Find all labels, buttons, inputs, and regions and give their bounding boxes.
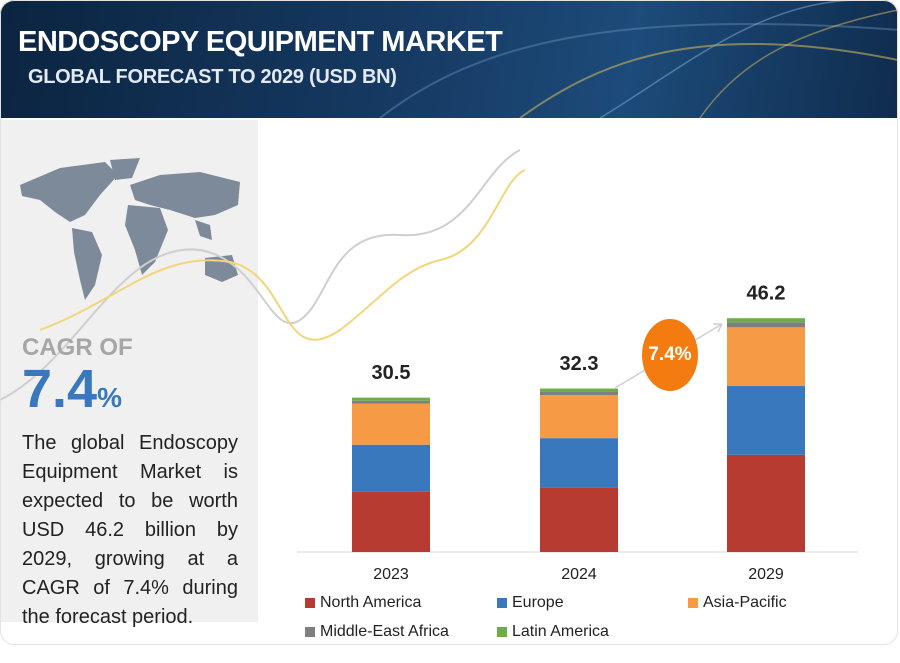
description: The global Endoscopy Equipment Market is… — [22, 432, 238, 628]
x-tick-label: 2023 — [373, 566, 409, 583]
legend-swatch — [688, 598, 698, 608]
bar-segment — [352, 403, 430, 445]
cagr-bubble-label: 7.4% — [648, 344, 691, 365]
legend-swatch — [305, 598, 315, 608]
world-map — [20, 158, 240, 300]
bar-segment — [352, 397, 430, 401]
legend-swatch — [305, 627, 315, 637]
x-tick-label: 2029 — [748, 566, 784, 583]
legend-swatch — [497, 598, 507, 608]
header: ENDOSCOPY EQUIPMENT MARKET GLOBAL FORECA… — [0, 0, 898, 118]
title: ENDOSCOPY EQUIPMENT MARKET — [18, 26, 503, 58]
legend-label: Asia-Pacific — [703, 594, 787, 611]
bar-segment — [352, 444, 430, 492]
bar-segment — [727, 318, 805, 323]
total-label: 30.5 — [372, 362, 411, 384]
bar-segment — [727, 327, 805, 387]
bar-segment — [540, 388, 618, 392]
bar-segment — [352, 400, 430, 404]
bar-segment — [352, 491, 430, 552]
cagr-bubble — [642, 319, 698, 391]
bar-segment — [540, 487, 618, 552]
legend-label: North America — [320, 594, 421, 611]
bar-segment — [727, 322, 805, 328]
legend-swatch — [497, 627, 507, 637]
header-decoration — [379, 0, 898, 118]
total-label: 32.3 — [560, 353, 599, 375]
bar-segment — [727, 454, 805, 552]
legend-label: Middle-East Africa — [320, 623, 449, 640]
bar-segment — [727, 386, 805, 455]
legend-label: Europe — [512, 594, 564, 611]
total-label: 46.2 — [747, 283, 786, 305]
legend-label: Latin America — [512, 623, 609, 640]
x-tick-label: 2024 — [561, 566, 597, 583]
bar-segment — [540, 391, 618, 396]
cagr-label: CAGR OF — [22, 334, 133, 361]
bar-segment — [540, 395, 618, 439]
subtitle: GLOBAL FORECAST TO 2029 (USD BN) — [28, 66, 397, 88]
bar-segment — [540, 438, 618, 488]
cagr-unit: % — [97, 382, 122, 413]
cagr-value: 7.4% — [22, 358, 122, 420]
cagr-number: 7.4 — [22, 359, 98, 419]
